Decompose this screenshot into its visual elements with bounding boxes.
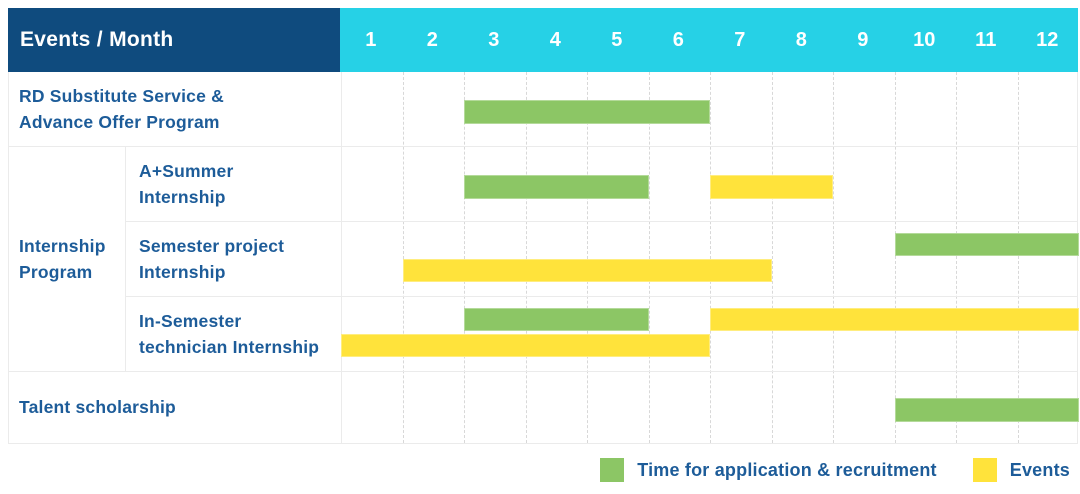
row-divider-3 bbox=[125, 296, 1077, 297]
gantt-bar-in-semester-technician-internship-yellow-m1 bbox=[341, 334, 710, 357]
month-header-10: 10 bbox=[913, 28, 936, 51]
legend: Time for application & recruitment Events bbox=[600, 458, 1070, 482]
month-header-9: 9 bbox=[857, 28, 869, 51]
month-header-8: 8 bbox=[795, 28, 807, 51]
row-label-line: Semester project bbox=[139, 235, 285, 256]
month-gridline-5 bbox=[648, 72, 650, 443]
month-gridline-2 bbox=[464, 72, 465, 443]
row-divider-2 bbox=[125, 221, 1077, 222]
row-label-talent-scholarship: Talent scholarship bbox=[9, 371, 341, 443]
row-label-line: Talent scholarship bbox=[19, 397, 176, 417]
legend-swatch-yellow bbox=[972, 458, 997, 482]
gantt-table: Events / Month 1 2 3 4 5 6 7 8 9 10 11 12 Internshi… bbox=[8, 8, 1079, 444]
row-label-semester-project-internship: Semester project Internship bbox=[125, 221, 341, 296]
month-gridline-4 bbox=[587, 72, 588, 443]
month-header-4: 4 bbox=[549, 28, 561, 51]
row-label-line: In-Semester bbox=[139, 310, 242, 331]
month-gridline-6 bbox=[710, 72, 711, 443]
gantt-bar-semester-project-internship-green-m10 bbox=[894, 233, 1079, 256]
row-label-a-plus-summer-internship: A+Summer Internship bbox=[125, 146, 341, 221]
row-label-line: RD Substitute Service & bbox=[19, 86, 224, 106]
subgroup-column-divider bbox=[125, 146, 126, 371]
row-label-rd-substitute-advance-offer: RD Substitute Service & Advance Offer Pro… bbox=[9, 72, 341, 146]
row-label-line: Internship bbox=[139, 186, 226, 207]
table-header-row: Events / Month 1 2 3 4 5 6 7 8 9 10 11 12 bbox=[8, 8, 1078, 72]
month-gridline-3 bbox=[525, 72, 527, 443]
legend-item-yellow: Events bbox=[972, 458, 1070, 482]
month-header-2: 2 bbox=[426, 28, 438, 51]
month-header-6: 6 bbox=[672, 28, 684, 51]
month-header-7: 7 bbox=[734, 28, 746, 51]
row-divider-1 bbox=[9, 146, 1077, 147]
month-header-3: 3 bbox=[488, 28, 500, 51]
table-body: Internship Program RD Substitute Service &… bbox=[8, 72, 1079, 444]
row-label-line: A+Summer bbox=[139, 160, 234, 181]
legend-swatch-green bbox=[600, 458, 625, 482]
legend-label-yellow: Events bbox=[1009, 459, 1070, 480]
legend-item-green: Time for application & recruitment bbox=[600, 458, 937, 482]
corner-header-cell: Events / Month bbox=[8, 8, 340, 72]
gantt-bar-in-semester-technician-internship-yellow-m7 bbox=[710, 308, 1079, 331]
row-label-line: Internship bbox=[139, 261, 226, 282]
month-header-11: 11 bbox=[975, 28, 997, 51]
label-column-divider bbox=[341, 72, 342, 443]
legend-label-green: Time for application & recruitment bbox=[637, 459, 937, 480]
gantt-bar-semester-project-internship-yellow-m2 bbox=[402, 259, 772, 282]
month-header-12: 12 bbox=[1036, 28, 1059, 51]
gantt-bar-a-plus-summer-internship-yellow-m7 bbox=[710, 174, 833, 199]
gantt-bar-rd-substitute-advance-offer-green-m3 bbox=[464, 100, 710, 124]
month-gridline-11 bbox=[1017, 72, 1019, 443]
month-gridline-10 bbox=[956, 72, 957, 443]
row-label-line: Advance Offer Program bbox=[19, 112, 220, 132]
row-divider-4 bbox=[9, 371, 1077, 372]
gantt-bar-talent-scholarship-green-m10 bbox=[894, 398, 1079, 422]
month-header-5: 5 bbox=[611, 28, 623, 51]
month-gridline-8 bbox=[833, 72, 834, 443]
gantt-bar-in-semester-technician-internship-green-m3 bbox=[464, 308, 649, 331]
group-label-line: Internship bbox=[19, 235, 106, 256]
month-header-strip: 1 2 3 4 5 6 7 8 9 10 11 12 bbox=[340, 8, 1078, 72]
month-header-1: 1 bbox=[365, 28, 377, 51]
group-label-internship-program: Internship Program bbox=[9, 146, 125, 371]
group-label-line: Program bbox=[19, 261, 93, 282]
gantt-bar-a-plus-summer-internship-green-m3 bbox=[464, 174, 649, 199]
row-label-in-semester-technician-internship: In-Semester technician Internship bbox=[125, 296, 341, 371]
row-label-line: technician Internship bbox=[139, 336, 320, 357]
month-gridline-1 bbox=[402, 72, 404, 443]
month-gridline-9 bbox=[894, 72, 896, 443]
month-gridline-7 bbox=[771, 72, 773, 443]
